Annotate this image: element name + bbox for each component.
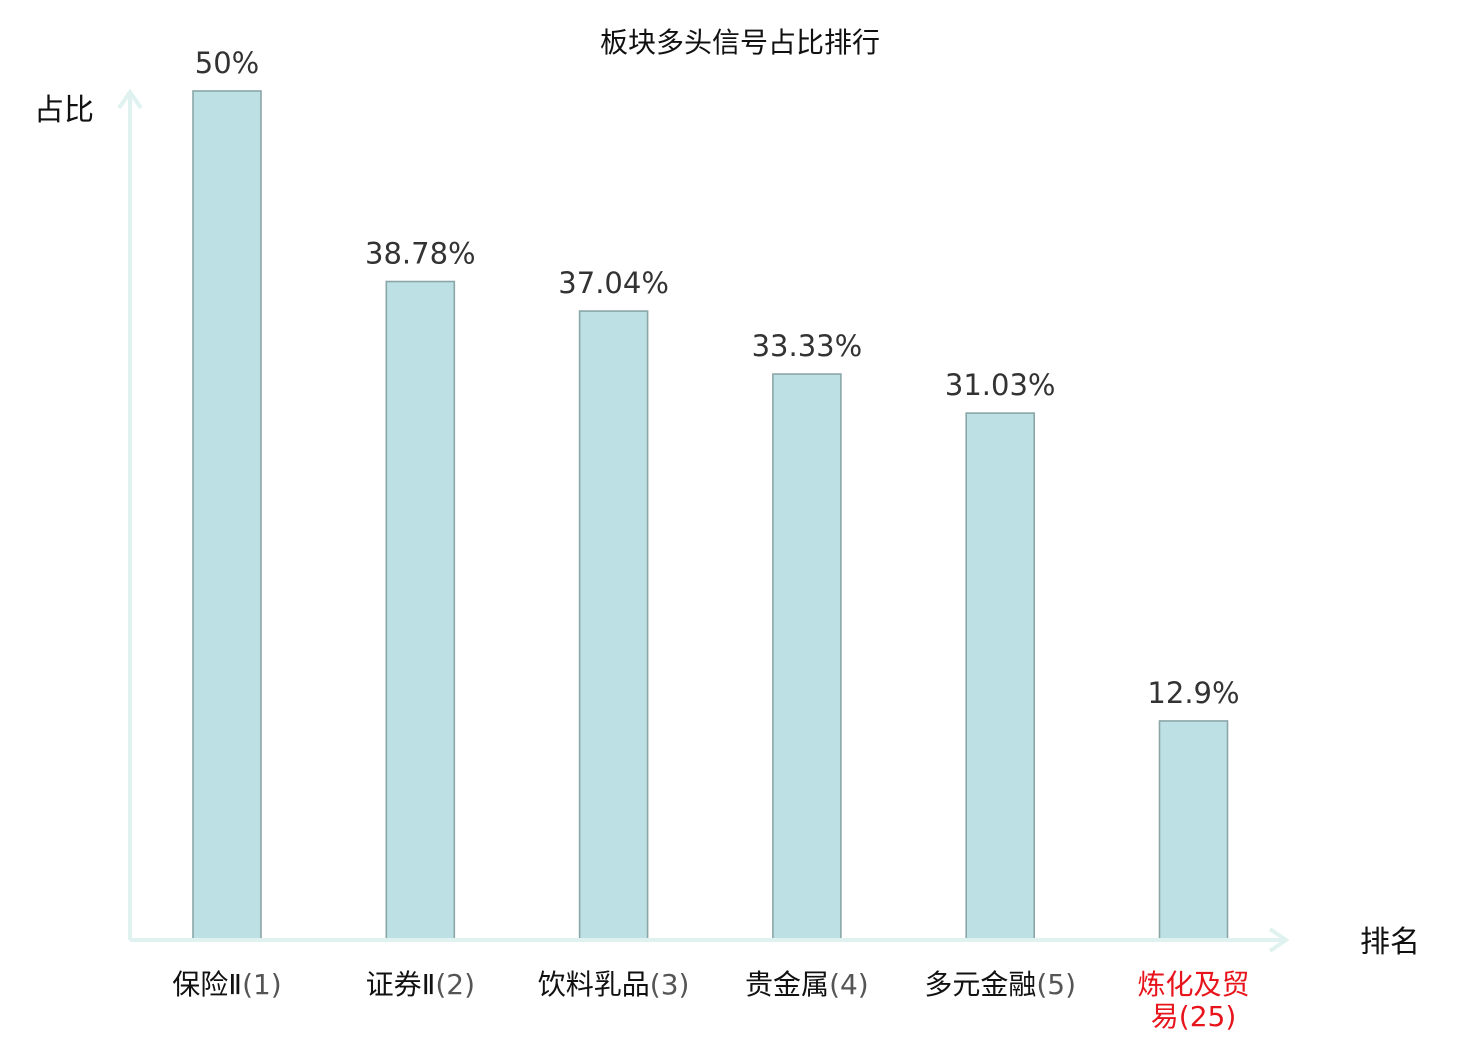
- bar-5: [965, 412, 1036, 941]
- category-rank: (3): [650, 968, 690, 1001]
- category-name: 多元金融: [924, 968, 1036, 1001]
- bar-6: [1158, 720, 1229, 941]
- category-name: 证券Ⅱ: [366, 968, 436, 1001]
- bar-4: [772, 373, 842, 941]
- value-label-5: 31.03%: [945, 368, 1056, 402]
- category-name-line2: 易: [1151, 1000, 1179, 1033]
- category-name: 保险Ⅱ: [172, 968, 242, 1001]
- bars-group: [192, 90, 1229, 941]
- category-label-4: 贵金属(4): [745, 968, 869, 1001]
- axes: [117, 88, 1290, 953]
- value-label-6: 12.9%: [1147, 676, 1239, 710]
- category-label-3: 饮料乳品(3): [538, 968, 690, 1001]
- y-axis-arrow: [117, 88, 143, 110]
- category-label-2: 证券Ⅱ(2): [366, 968, 475, 1001]
- x-axis-arrow: [1268, 927, 1290, 953]
- category-rank: (1): [242, 968, 282, 1001]
- value-label-3: 37.04%: [558, 266, 669, 300]
- category-labels-group: 保险Ⅱ(1) 证券Ⅱ(2) 饮料乳品(3) 贵金属(4) 多元金融(5) 炼化及贸易(25…: [172, 968, 1249, 1033]
- category-label-1: 保险Ⅱ(1): [172, 968, 281, 1001]
- category-name: 饮料乳品: [538, 968, 650, 1001]
- bar-3: [578, 310, 649, 941]
- chart-title: 板块多头信号占比排行: [600, 26, 880, 59]
- category-name: 贵金属: [745, 968, 829, 1001]
- category-rank: (4): [829, 968, 869, 1001]
- bar-2: [385, 280, 456, 941]
- category-rank: (2): [435, 968, 475, 1001]
- x-axis-label: 排名: [1360, 925, 1420, 960]
- category-rank: (5): [1036, 968, 1076, 1001]
- value-label-4: 33.33%: [752, 329, 863, 363]
- value-label-1: 50%: [195, 46, 259, 80]
- value-label-2: 38.78%: [365, 237, 476, 271]
- bar-1: [192, 90, 262, 941]
- category-label-5: 多元金融(5): [924, 968, 1076, 1001]
- category-label-6: 炼化及贸易(25): [1137, 968, 1249, 1033]
- category-rank: (25): [1179, 1000, 1236, 1033]
- value-labels-group: 50% 38.78% 37.04% 33.33% 31.03% 12.9%: [195, 46, 1240, 710]
- category-name: 炼化及贸: [1137, 968, 1249, 1001]
- y-axis-label: 占比: [34, 93, 94, 128]
